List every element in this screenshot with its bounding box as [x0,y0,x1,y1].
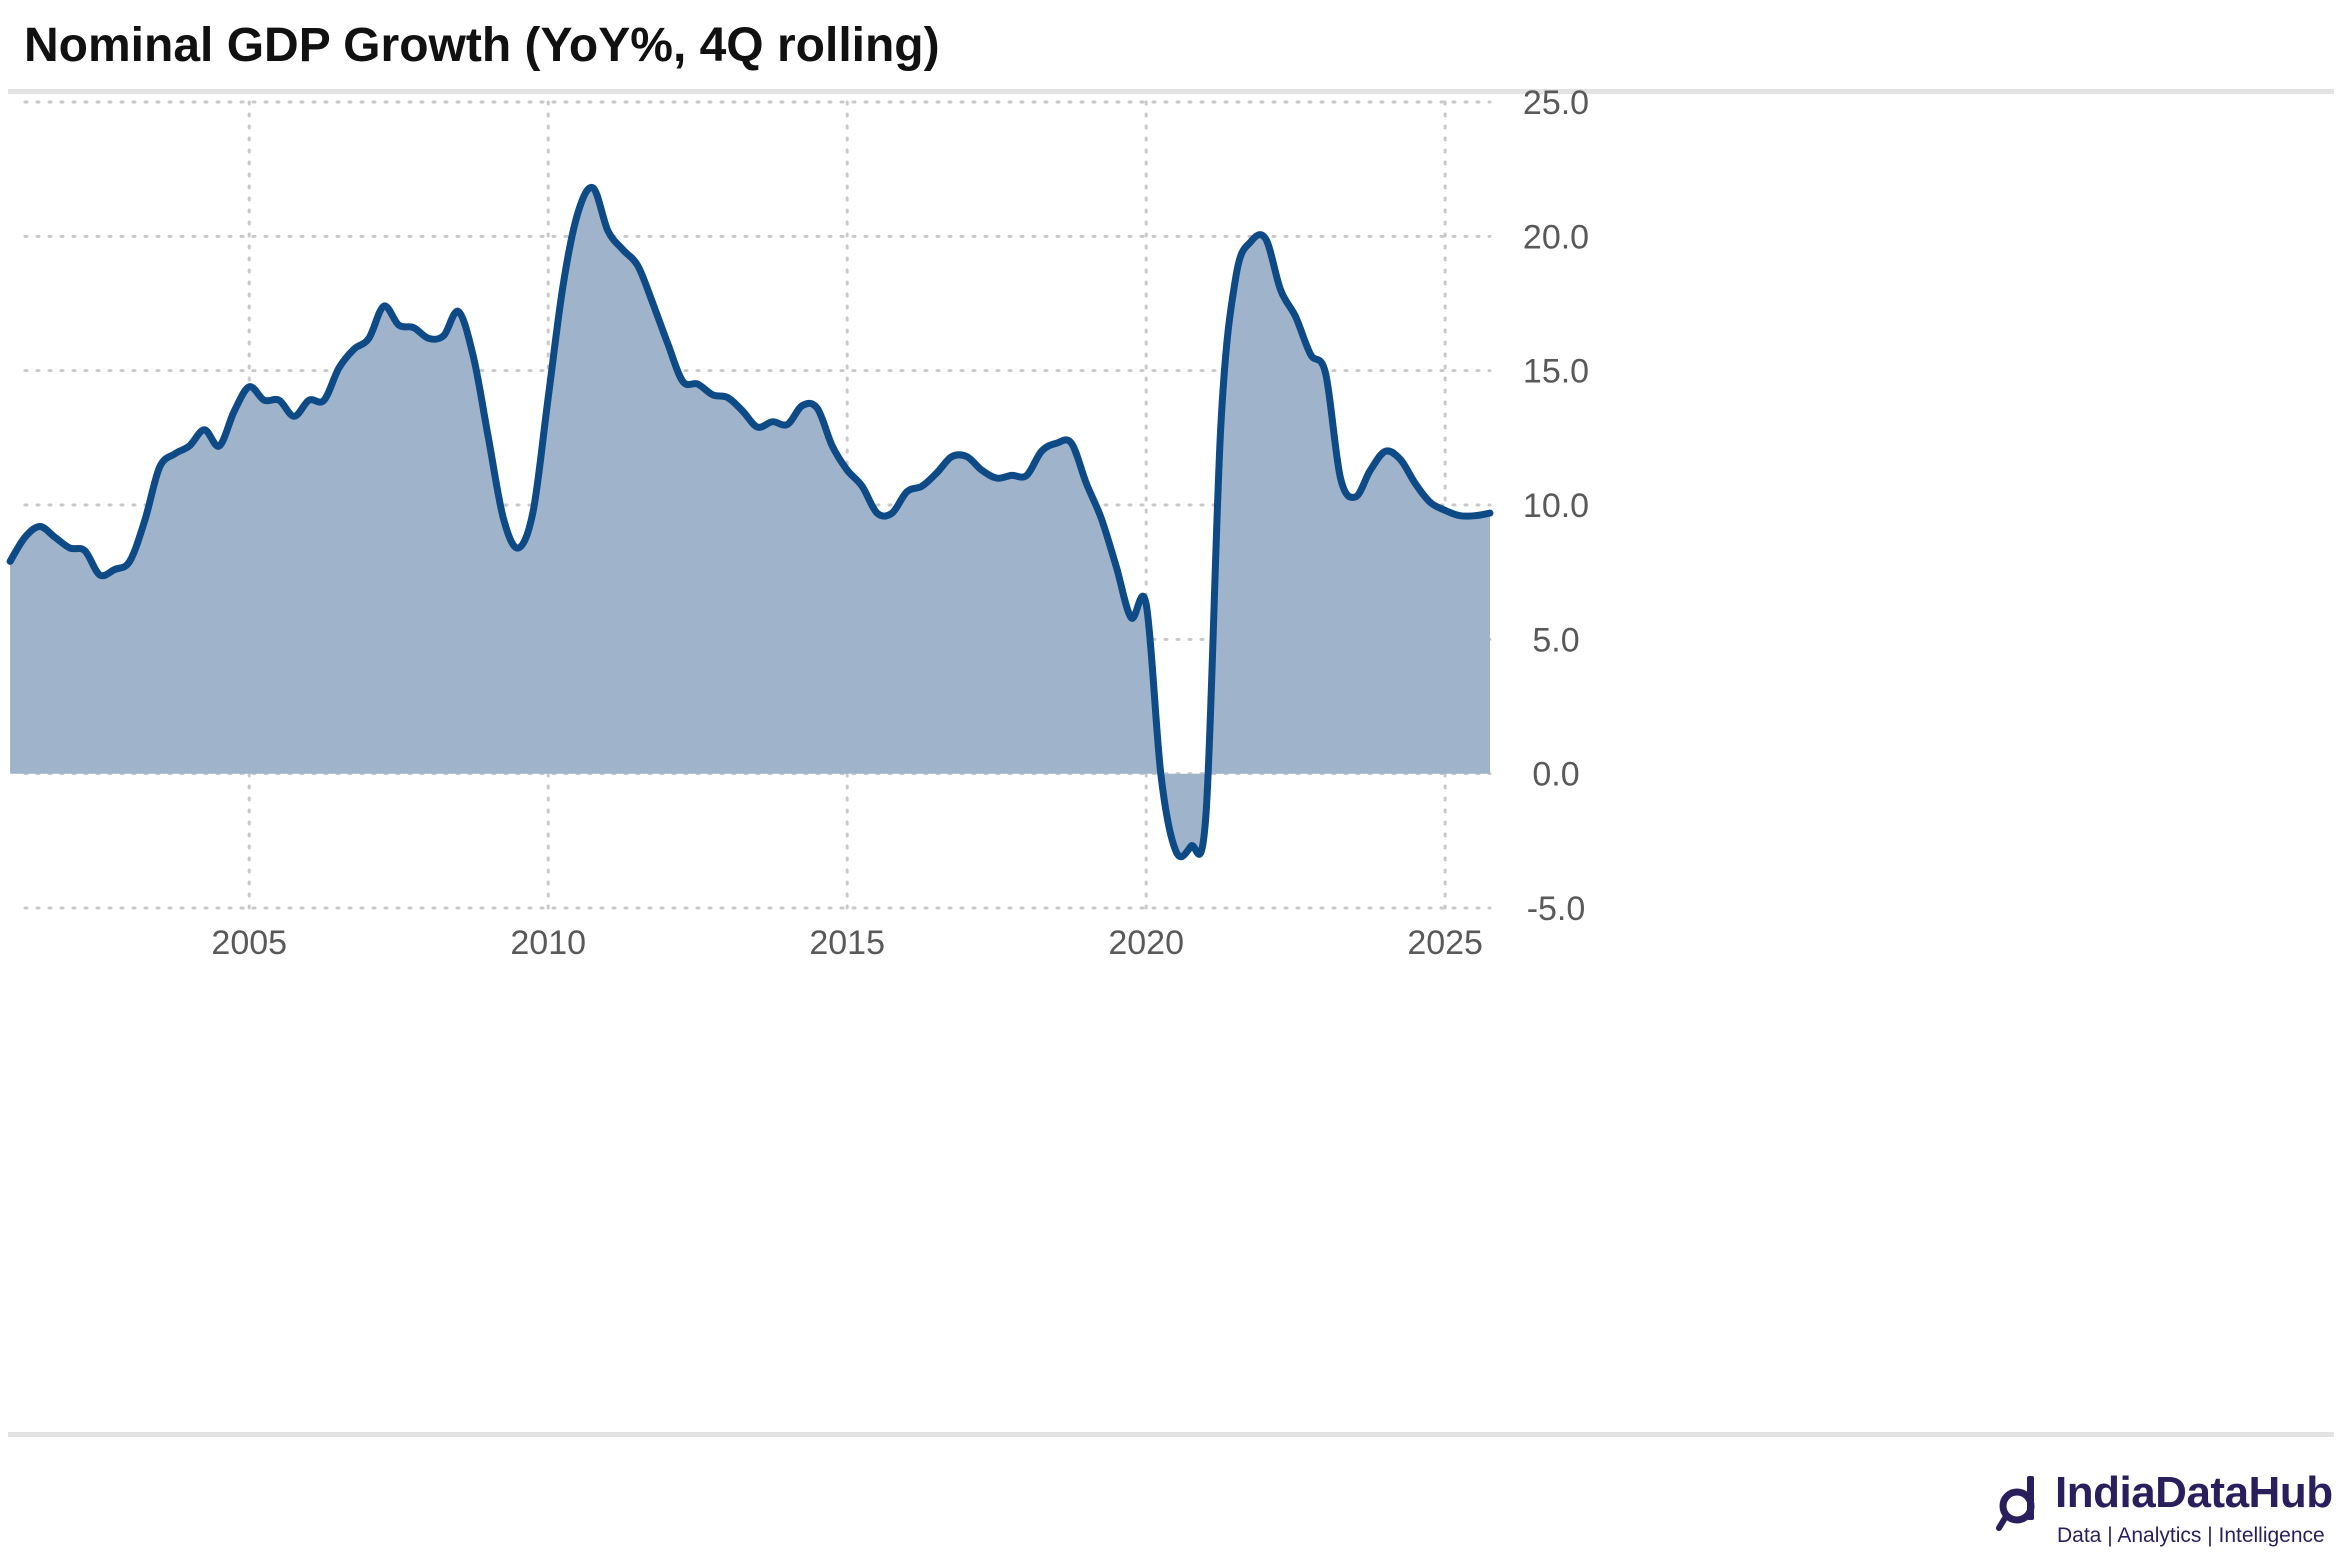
brand-logo-icon [1996,1476,2035,1531]
series-area-fill [10,187,1491,857]
y-tick-label: 20.0 [1523,218,1589,256]
x-tick-label: 2025 [1407,924,1483,962]
x-axis-labels: 2005 2010 2015 2020 2025 [211,924,1483,962]
y-tick-label: 0.0 [1532,756,1579,794]
brand-name: IndiaDataHub [2055,1468,2333,1517]
y-axis-labels: 25.0 20.0 15.0 10.0 5.0 0.0 -5.0 [1523,84,1589,928]
series-line [6,184,1494,861]
chart-title: Nominal GDP Growth (YoY%, 4Q rolling) [24,19,940,72]
y-tick-label: -5.0 [1527,890,1586,928]
line-area-chart: 25.020.015.010.05.00.0-5.0 2005 2010 2015 2… [6,84,1589,962]
brand-logo: IndiaDataHub Data | Analytics | Intellig… [1995,1468,2335,1552]
y-tick-label: 25.0 [1523,84,1589,122]
x-tick-label: 2020 [1108,924,1184,962]
x-tick-label: 2010 [510,924,586,962]
y-tick-label: 5.0 [1532,621,1579,659]
y-tick-label: 10.0 [1523,487,1589,525]
top-divider [8,89,2334,94]
x-tick-label: 2005 [211,924,287,962]
brand-tagline: Data | Analytics | Intelligence [2057,1524,2325,1547]
y-tick-label: 15.0 [1523,353,1589,391]
x-tick-label: 2015 [809,924,885,962]
bottom-divider [8,1432,2334,1437]
